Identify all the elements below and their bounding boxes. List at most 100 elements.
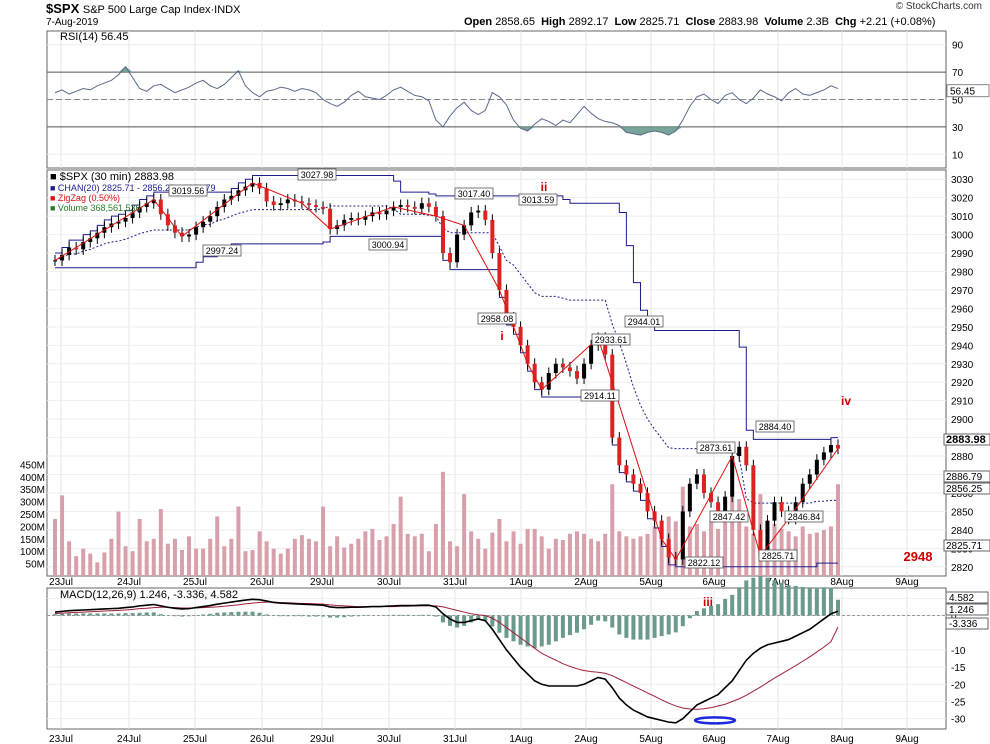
macd-hist-bar [779, 582, 784, 616]
volume-tick-label: 200M [20, 522, 45, 533]
volume-tick-label: 400M [20, 473, 45, 484]
date-tick-label: 29Jul [310, 734, 334, 744]
macd-tick-label: -15 [951, 663, 966, 674]
macd-hist-bar [391, 614, 396, 616]
price-bar-body [60, 254, 65, 261]
volume-bar [744, 526, 749, 576]
macd-hist-bar [321, 615, 326, 617]
price-bar-body [765, 520, 770, 556]
rsi-title: RSI(14) 56.45 [60, 31, 128, 43]
macd-hist-bar [701, 608, 706, 616]
price-bar-body [433, 206, 438, 217]
price-bar-body [532, 363, 537, 383]
macd-hist-bar [610, 615, 615, 628]
price-bar-body [751, 465, 756, 530]
rsi-fill [55, 126, 838, 136]
price-bar-body [560, 363, 565, 368]
macd-hist-bar [95, 613, 100, 616]
pivot-box [684, 556, 724, 569]
volume-bar [384, 536, 389, 576]
price-bar-body [285, 199, 290, 204]
price-bar-body [836, 444, 840, 449]
macd-hist-bar [356, 615, 361, 617]
volume-bar [582, 533, 587, 576]
volume-bar [560, 540, 565, 576]
price-bar-body [172, 225, 177, 233]
volume-bar [553, 538, 558, 576]
macd-hist-bar [758, 576, 763, 616]
macd-hist-bar [328, 615, 333, 618]
price-bar-body [730, 456, 735, 497]
macd-hist-bar [172, 615, 177, 617]
volume-bar [356, 538, 361, 576]
price-bar-body [95, 232, 100, 239]
volume-bar [102, 552, 107, 576]
price-value-label: 2886.79 [946, 472, 983, 483]
macd-hist-bar [511, 615, 516, 642]
date-tick-label: 30Jul [377, 734, 401, 744]
date-tick-label: 8Aug [830, 577, 853, 588]
macd-hist-bar [201, 614, 206, 616]
price-value-box [943, 539, 990, 552]
date-tick-label: 1Aug [509, 734, 532, 744]
volume-bar [349, 543, 354, 576]
price-tick-label: 2970 [951, 286, 974, 297]
price-bar-body [680, 511, 685, 560]
rsi-line [54, 65, 839, 136]
macd-hist-bar [264, 614, 269, 616]
volume-bar [673, 521, 678, 576]
macd-hist-bar [589, 615, 594, 625]
date-tick-label: 2Aug [574, 577, 597, 588]
macd-hist-bar [575, 615, 579, 633]
volume-bar [144, 541, 149, 576]
date-tick-label: 24Jul [117, 577, 141, 588]
pivot-box [477, 312, 517, 325]
price-bar-body [158, 199, 163, 215]
price-bar-body [398, 205, 403, 207]
price-tick-label: 3010 [951, 212, 974, 223]
price-bar-body [278, 203, 283, 206]
volume-bar [624, 536, 629, 576]
pivot-label: 2958.08 [481, 314, 514, 324]
rsi-tick-label: 50 [952, 96, 964, 107]
macd-signal-line [54, 601, 839, 710]
macd-tick-label: -30 [951, 715, 966, 726]
volume-tick-label: 100M [20, 547, 45, 558]
macd-value-label: 4.582 [949, 593, 974, 604]
rsi-tick-label: 90 [952, 41, 964, 52]
macd-hist-bar [74, 613, 79, 616]
macd-hist-bar [836, 599, 840, 616]
date-tick-label: 9Aug [895, 577, 918, 588]
price-bar-body [546, 373, 551, 390]
price-value-label: 2825.71 [946, 541, 983, 552]
price-bar-body [335, 225, 340, 230]
price-value-box [943, 482, 990, 495]
volume-bar [836, 484, 840, 576]
macd-hist-bar [638, 615, 643, 640]
volume-bar [645, 533, 650, 576]
macd-hist-bar [88, 613, 93, 616]
price-bar-body [448, 253, 453, 263]
price-bar-body [772, 502, 777, 521]
price-tick-label: 2980 [951, 268, 974, 279]
macd-hist-bar [730, 594, 735, 616]
volume-bar [306, 538, 311, 576]
volume-bar [53, 518, 57, 576]
price-bar-body [483, 210, 488, 220]
price-bar-body [229, 195, 234, 200]
pivot-box [591, 333, 631, 346]
macd-highlight [693, 716, 737, 725]
pivot-box [696, 441, 736, 454]
macd-hist-bar [67, 613, 72, 616]
date-tick-label: 7Aug [766, 734, 789, 744]
wave-label: 2948 [904, 549, 933, 564]
volume-bar [88, 553, 93, 576]
date-tick-label: 7Aug [766, 577, 789, 588]
pivot-label: 2944.01 [628, 317, 661, 327]
pivot-label: 2846.84 [788, 512, 821, 522]
pivot-label: 2825.71 [762, 551, 795, 561]
volume-bar [116, 511, 121, 576]
volume-bar [716, 528, 721, 576]
macd-hist-bar [215, 612, 220, 616]
